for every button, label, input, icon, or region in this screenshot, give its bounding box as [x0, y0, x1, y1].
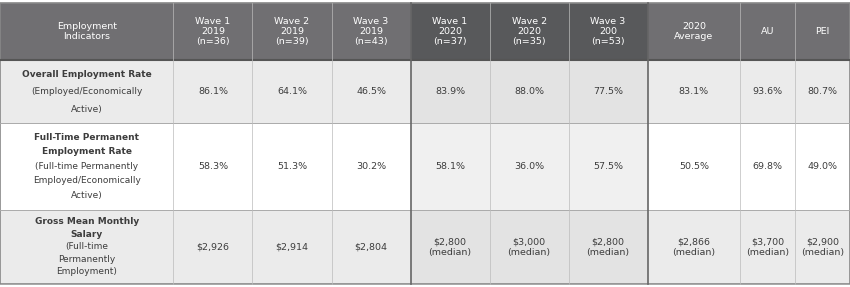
Text: (Full-time Permanently: (Full-time Permanently — [35, 162, 139, 171]
Bar — [252, 210, 332, 284]
Bar — [173, 210, 252, 284]
Bar — [648, 3, 740, 60]
Text: 30.2%: 30.2% — [356, 162, 386, 171]
Text: Employment Rate: Employment Rate — [42, 148, 132, 156]
Bar — [795, 123, 850, 210]
Text: Wave 1
2019
(n=36): Wave 1 2019 (n=36) — [196, 17, 230, 46]
Text: $2,800
(median): $2,800 (median) — [428, 237, 472, 257]
Bar — [490, 210, 569, 284]
Bar — [569, 210, 648, 284]
Bar — [332, 210, 411, 284]
Bar — [332, 3, 411, 60]
Text: (Employed/Economically: (Employed/Economically — [31, 87, 143, 96]
Text: AU: AU — [761, 27, 774, 36]
Bar — [252, 3, 332, 60]
Bar — [332, 60, 411, 123]
Bar — [173, 123, 252, 210]
Bar — [173, 3, 252, 60]
Bar — [411, 60, 490, 123]
Text: Salary: Salary — [71, 230, 103, 239]
Bar — [569, 60, 648, 123]
Text: 2020
Average: 2020 Average — [674, 22, 713, 41]
Text: Employment): Employment) — [56, 267, 117, 276]
Text: $2,914: $2,914 — [275, 242, 309, 251]
Text: Active): Active) — [71, 191, 103, 200]
Text: Wave 2
2019
(n=39): Wave 2 2019 (n=39) — [275, 17, 309, 46]
Text: $3,700
(median): $3,700 (median) — [746, 237, 789, 257]
Text: 88.0%: 88.0% — [514, 87, 544, 96]
Text: 49.0%: 49.0% — [808, 162, 837, 171]
Bar — [740, 123, 795, 210]
Text: 51.3%: 51.3% — [277, 162, 307, 171]
Bar — [490, 123, 569, 210]
Text: Gross Mean Monthly: Gross Mean Monthly — [35, 217, 139, 226]
Text: 80.7%: 80.7% — [808, 87, 837, 96]
Text: Overall Employment Rate: Overall Employment Rate — [22, 70, 151, 79]
Bar — [569, 123, 648, 210]
Bar — [173, 60, 252, 123]
Text: Wave 2
2020
(n=35): Wave 2 2020 (n=35) — [512, 17, 547, 46]
Text: Wave 3
200
(n=53): Wave 3 200 (n=53) — [591, 17, 626, 46]
Bar — [490, 60, 569, 123]
Text: Wave 1
2020
(n=37): Wave 1 2020 (n=37) — [433, 17, 468, 46]
Bar — [411, 123, 490, 210]
Text: Wave 3
2019
(n=43): Wave 3 2019 (n=43) — [354, 17, 388, 46]
Text: $3,000
(median): $3,000 (median) — [507, 237, 551, 257]
Text: $2,900
(median): $2,900 (median) — [801, 237, 844, 257]
Bar — [332, 123, 411, 210]
Bar — [252, 123, 332, 210]
Bar — [795, 3, 850, 60]
Bar — [740, 210, 795, 284]
Bar — [648, 123, 740, 210]
Text: 58.1%: 58.1% — [435, 162, 465, 171]
Text: Permanently: Permanently — [58, 255, 116, 264]
Text: 83.9%: 83.9% — [435, 87, 465, 96]
Text: Employment
Indicators: Employment Indicators — [57, 22, 116, 41]
Text: Full-Time Permanent: Full-Time Permanent — [34, 133, 139, 142]
Bar — [411, 210, 490, 284]
Bar — [0, 60, 173, 123]
Bar — [740, 3, 795, 60]
Bar — [569, 3, 648, 60]
Text: 58.3%: 58.3% — [198, 162, 228, 171]
Text: (Full-time: (Full-time — [65, 242, 108, 251]
Text: $2,926: $2,926 — [196, 242, 230, 251]
Text: 57.5%: 57.5% — [593, 162, 623, 171]
Bar — [490, 3, 569, 60]
Bar — [648, 210, 740, 284]
Bar — [795, 210, 850, 284]
Text: PEI: PEI — [815, 27, 830, 36]
Text: 64.1%: 64.1% — [277, 87, 307, 96]
Bar — [0, 210, 173, 284]
Bar — [0, 123, 173, 210]
Bar — [0, 3, 173, 60]
Bar — [740, 60, 795, 123]
Text: $2,866
(median): $2,866 (median) — [672, 237, 716, 257]
Text: Employed/Economically: Employed/Economically — [33, 177, 140, 185]
Bar — [648, 60, 740, 123]
Text: 46.5%: 46.5% — [356, 87, 386, 96]
Text: 86.1%: 86.1% — [198, 87, 228, 96]
Bar — [411, 3, 490, 60]
Text: 69.8%: 69.8% — [752, 162, 783, 171]
Text: 93.6%: 93.6% — [752, 87, 783, 96]
Bar — [252, 60, 332, 123]
Text: Active): Active) — [71, 105, 103, 114]
Text: $2,804: $2,804 — [354, 242, 388, 251]
Text: 50.5%: 50.5% — [679, 162, 709, 171]
Text: 77.5%: 77.5% — [593, 87, 623, 96]
Text: 36.0%: 36.0% — [514, 162, 544, 171]
Bar — [795, 60, 850, 123]
Text: 83.1%: 83.1% — [679, 87, 709, 96]
Text: $2,800
(median): $2,800 (median) — [586, 237, 630, 257]
